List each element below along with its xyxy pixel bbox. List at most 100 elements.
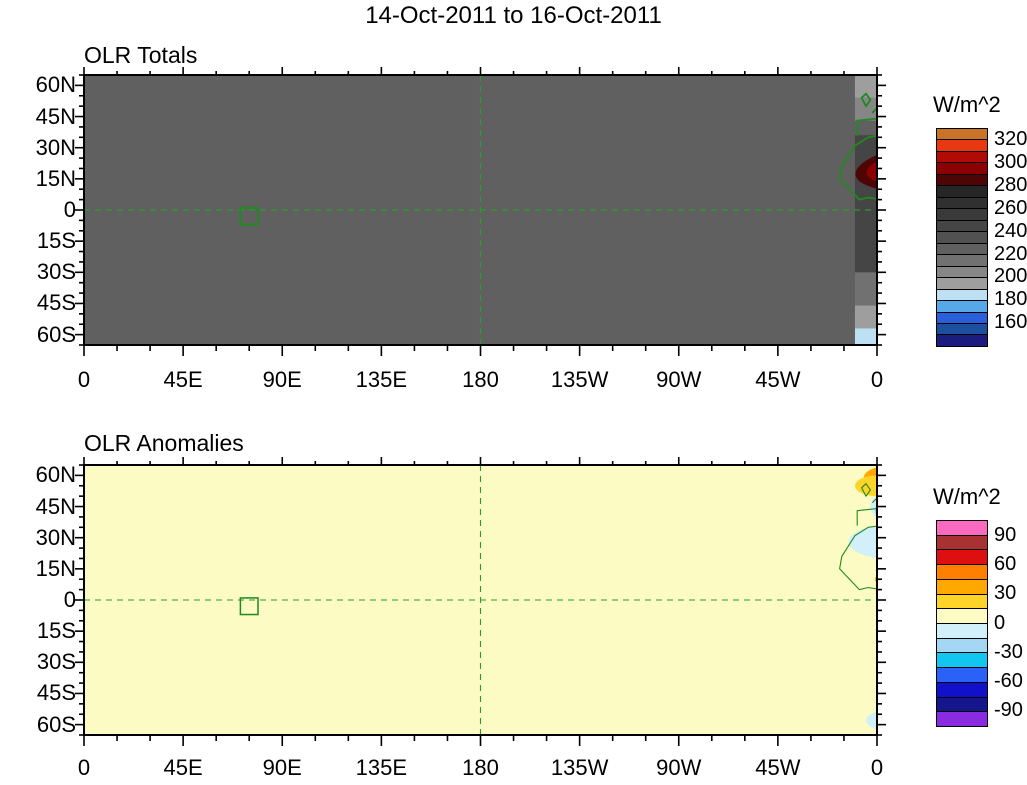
- colorbar-tick-label: -60: [994, 670, 1023, 693]
- map-olr-anomalies: [75, 457, 886, 746]
- colorbar-tick-label: 200: [994, 265, 1027, 288]
- colorbar-box: [937, 196, 987, 209]
- colorbar-box: [937, 578, 987, 594]
- lon-tick-label: 90W: [656, 367, 702, 392]
- lat-tick-label: 30N: [35, 524, 76, 550]
- panel-title-olr-anomalies: OLR Anomalies: [84, 430, 244, 456]
- lat-tick-label: 30N: [35, 134, 76, 160]
- lat-tick-label: 30S: [36, 259, 76, 285]
- colorbar-box: [937, 311, 987, 323]
- lon-tick-label: 135W: [550, 755, 609, 780]
- colorbar-box: [937, 549, 987, 565]
- colorbar-tick-label: 180: [994, 288, 1027, 311]
- colorbar-box: [937, 162, 987, 174]
- colorbar-tick-label: 280: [994, 174, 1027, 197]
- colorbar-box: [937, 608, 987, 624]
- lon-tick-label: 90E: [262, 755, 302, 780]
- colorbar-tick-label: 260: [994, 196, 1027, 219]
- panel-title-olr-totals: OLR Totals: [84, 42, 198, 68]
- colorbar-box: [937, 681, 987, 697]
- lon-tick-label: 0: [870, 367, 884, 392]
- colorbar-box: [937, 667, 987, 682]
- colorbar-box: [937, 231, 987, 243]
- colorbar-tick-label: 320: [994, 128, 1027, 151]
- colorbar-box: [937, 254, 987, 266]
- colorbar-totals: [936, 128, 988, 347]
- lon-tick-label: 0: [77, 755, 91, 780]
- colorbar-box: [937, 129, 987, 140]
- colorbar-box: [937, 288, 987, 301]
- colorbar-box: [937, 521, 987, 535]
- colorbar-box: [937, 219, 987, 232]
- lon-tick-label: 90E: [262, 367, 302, 392]
- lon-tick-label: 180: [462, 755, 499, 780]
- colorbar-box: [937, 173, 987, 186]
- colorbar-tick-label: 240: [994, 219, 1027, 242]
- colorbar-box: [937, 593, 987, 609]
- colorbar-unit-label-anomalies: W/m^2: [933, 484, 1001, 509]
- colorbar-tick-label: 30: [994, 582, 1017, 605]
- colorbar-box: [937, 208, 987, 220]
- colorbar-box: [937, 696, 987, 712]
- colorbar-tick-label: 300: [994, 151, 1027, 174]
- colorbar-tick-label: 160: [994, 311, 1027, 334]
- lon-tick-label: 45W: [755, 367, 801, 392]
- colorbar-anomalies: [936, 520, 988, 727]
- colorbar-box: [937, 711, 987, 727]
- colorbar-tick-label: -90: [994, 699, 1023, 722]
- region-box: [239, 206, 260, 226]
- colorbar-tick-label: 220: [994, 242, 1027, 265]
- lon-tick-label: 180: [462, 367, 499, 392]
- lat-tick-label: 45S: [36, 290, 76, 316]
- lat-tick-label: 60S: [36, 321, 76, 347]
- lat-tick-label: 30S: [36, 649, 76, 675]
- lon-tick-label: 135E: [355, 367, 408, 392]
- colorbar-tick-label: 90: [994, 523, 1017, 546]
- colorbar-box: [937, 564, 987, 579]
- lon-tick-label: 45E: [163, 367, 203, 392]
- dashed-reference-lines: [84, 465, 877, 735]
- lat-tick-label: 15S: [36, 228, 76, 254]
- region-box: [239, 597, 259, 616]
- colorbar-box: [937, 277, 987, 289]
- map-olr-totals: [75, 67, 886, 356]
- lat-tick-label: 45N: [35, 103, 76, 129]
- lat-tick-label: 15N: [35, 165, 76, 191]
- lat-tick-label: 45N: [35, 493, 76, 519]
- lat-tick-label: 60N: [35, 462, 76, 488]
- lat-tick-label: 0: [63, 197, 76, 222]
- colorbar-box: [937, 265, 987, 278]
- lat-tick-label: 60N: [35, 72, 76, 98]
- lon-tick-label: 45W: [755, 755, 801, 780]
- colorbar-box: [937, 623, 987, 638]
- lat-tick-label: 60S: [36, 711, 76, 737]
- colorbar-tick-label: 60: [994, 552, 1017, 575]
- lat-tick-label: 45S: [36, 680, 76, 706]
- lat-tick-label: 15S: [36, 618, 76, 644]
- colorbar-box: [937, 652, 987, 668]
- lon-tick-label: 135E: [355, 755, 408, 780]
- colorbar-box: [937, 300, 987, 312]
- axis-ticks: [75, 457, 886, 746]
- figure-title: 14-Oct-2011 to 16-Oct-2011: [365, 2, 662, 29]
- colorbar-box: [937, 534, 987, 550]
- dashed-reference-lines: [84, 75, 877, 345]
- colorbar-box: [937, 242, 987, 255]
- colorbar-unit-label-totals: W/m^2: [933, 92, 1001, 117]
- lon-tick-label: 45E: [163, 755, 203, 780]
- lon-tick-label: 90W: [656, 755, 702, 780]
- lon-tick-label: 0: [870, 755, 884, 780]
- lon-tick-label: 135W: [550, 367, 609, 392]
- colorbar-box: [937, 139, 987, 151]
- colorbar-tick-label: -30: [994, 640, 1023, 663]
- colorbar-tick-label: 0: [994, 611, 1006, 634]
- colorbar-box: [937, 185, 987, 197]
- lat-tick-label: 15N: [35, 555, 76, 581]
- colorbar-box: [937, 637, 987, 653]
- colorbar-box: [937, 322, 987, 335]
- lon-tick-label: 0: [77, 367, 91, 392]
- colorbar-box: [937, 334, 987, 346]
- colorbar-box: [937, 150, 987, 163]
- lat-tick-label: 0: [63, 587, 76, 612]
